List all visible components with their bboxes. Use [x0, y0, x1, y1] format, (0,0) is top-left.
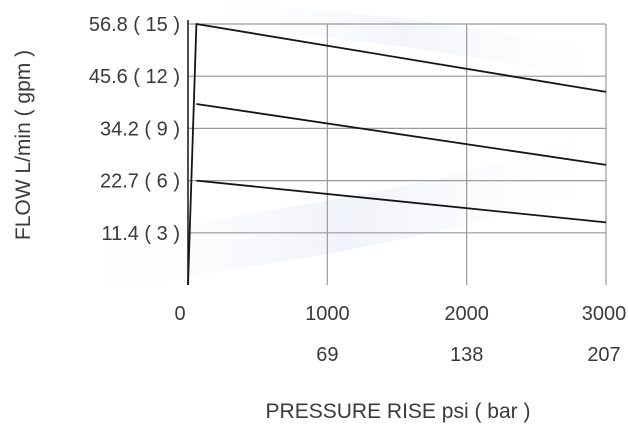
y-tick-label-2: 34.2 ( 9 )	[100, 118, 180, 140]
y-tick-label-4: 56.8 ( 15 )	[89, 14, 180, 36]
grid	[188, 23, 607, 285]
x-tick-sublabel-3: 207	[587, 344, 620, 366]
series-line-3	[196, 179, 607, 224]
x-tick-label-2: 2000	[444, 303, 489, 325]
series-line-1	[187, 23, 607, 286]
background-swoosh-upper	[180, 0, 628, 90]
y-tick-label-0: 11.4 ( 3 )	[101, 223, 180, 245]
series-line-2	[196, 103, 607, 166]
x-tick-label-3: 3000	[582, 303, 627, 325]
x-axis-title: PRESSURE RISE psi ( bar )	[266, 400, 531, 423]
x-tick-label-1: 1000	[305, 303, 350, 325]
series	[187, 23, 607, 286]
x-tick-labels: 0 1000 69 2000 138 3000 207	[174, 303, 626, 366]
y-tick-label-3: 45.6 ( 12 )	[89, 66, 180, 88]
x-tick-sublabel-1: 69	[316, 344, 338, 366]
y-tick-label-1: 22.7 ( 6 )	[100, 171, 180, 193]
background-swoosh	[60, 120, 628, 300]
x-tick-label-0: 0	[174, 303, 185, 325]
x-tick-sublabel-2: 138	[450, 344, 483, 366]
y-axis-title: FLOW L/min ( gpm )	[12, 50, 35, 240]
y-tick-labels: 11.4 ( 3 ) 22.7 ( 6 ) 34.2 ( 9 ) 45.6 ( 12 …	[89, 14, 180, 245]
